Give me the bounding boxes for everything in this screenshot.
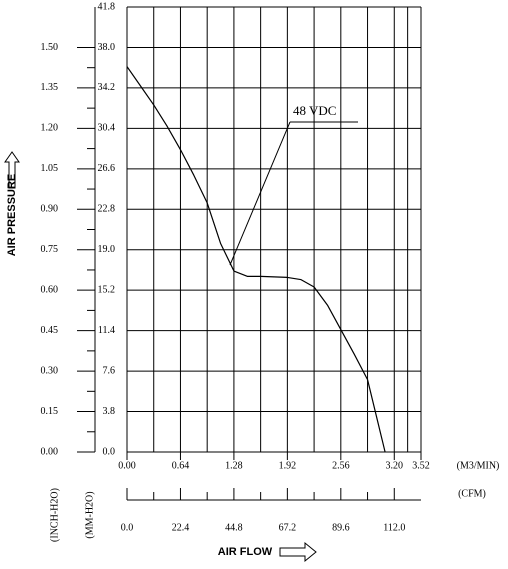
y-tick-label: 7.6 bbox=[103, 365, 116, 376]
y2-tick-label: 0.90 bbox=[41, 204, 59, 215]
x2-unit: (CFM) bbox=[458, 488, 486, 499]
x-tick-label: 3.20 bbox=[386, 460, 404, 471]
y2-tick-label: 0.45 bbox=[41, 325, 59, 336]
x2-tick-label: 67.2 bbox=[279, 522, 297, 533]
y2-tick-label: 0.75 bbox=[41, 244, 59, 255]
y2-tick-label: 1.35 bbox=[41, 82, 59, 93]
y2-tick-label: 0.30 bbox=[41, 365, 59, 376]
curve bbox=[126, 66, 386, 453]
x-tick-label: 0.00 bbox=[118, 460, 136, 471]
y-tick-label: 26.6 bbox=[98, 163, 116, 174]
x-arrow bbox=[279, 541, 317, 563]
x2-tick-label: 89.6 bbox=[332, 522, 350, 533]
y2-tick-label: 1.50 bbox=[41, 42, 59, 53]
y-tick-label: 30.4 bbox=[98, 123, 116, 134]
x-tick-label: 0.64 bbox=[172, 460, 190, 471]
leader-line bbox=[229, 121, 291, 266]
y-tick-label: 3.8 bbox=[103, 406, 116, 417]
y2-tick-label: 0.60 bbox=[41, 284, 59, 295]
y-unit: (MM-H2O) bbox=[84, 491, 95, 538]
x2-tick-label: 44.8 bbox=[225, 522, 243, 533]
y-tick-label: 19.0 bbox=[98, 244, 116, 255]
x-tick-label: 1.92 bbox=[279, 460, 297, 471]
y-tick-label: 41.8 bbox=[98, 1, 116, 12]
y-tick-label: 11.4 bbox=[98, 325, 115, 336]
y-axis-title: AIR PRESSURE bbox=[6, 174, 18, 257]
x-tick-label: 2.56 bbox=[332, 460, 350, 471]
y-tick-label: 34.2 bbox=[98, 82, 116, 93]
y-tick-label: 22.8 bbox=[98, 204, 116, 215]
y2-tick-label: 1.05 bbox=[41, 163, 59, 174]
x-tick-label: 1.28 bbox=[225, 460, 243, 471]
x-unit: (M3/MIN) bbox=[457, 460, 500, 471]
y-tick-label: 38.0 bbox=[98, 42, 116, 53]
x-tick-label: 3.52 bbox=[412, 460, 430, 471]
series-label: 48 VDC bbox=[293, 103, 336, 118]
y-tick-label: 15.2 bbox=[98, 284, 116, 295]
y2-unit: (INCH-H2O) bbox=[49, 488, 60, 542]
x2-tick-label: 0.0 bbox=[121, 522, 134, 533]
y-arrow bbox=[4, 151, 20, 189]
x2-tick-label: 112.0 bbox=[383, 522, 405, 533]
y2-tick-label: 1.20 bbox=[41, 123, 59, 134]
x-axis-title: AIR FLOW bbox=[218, 546, 273, 558]
y2-tick-label: 0.15 bbox=[41, 406, 59, 417]
y-tick-label: 0.0 bbox=[103, 446, 116, 457]
x2-tick-label: 22.4 bbox=[172, 522, 190, 533]
y2-tick-label: 0.00 bbox=[41, 446, 59, 457]
